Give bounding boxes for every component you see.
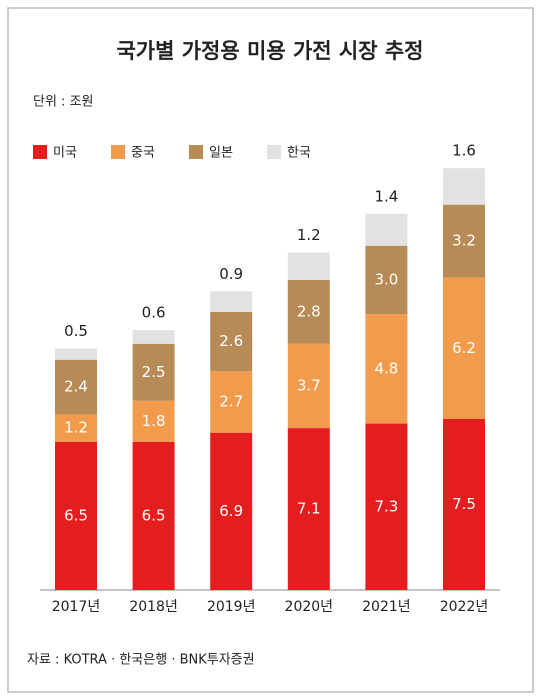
bar-segment bbox=[132, 400, 175, 442]
data-label: 7.1 bbox=[297, 500, 321, 518]
bar-segment bbox=[132, 330, 175, 344]
bar-segment bbox=[132, 343, 175, 401]
legend-swatch bbox=[267, 145, 281, 159]
x-tick-label: 2021년 bbox=[362, 599, 411, 615]
data-label: 6.5 bbox=[64, 506, 88, 524]
data-label: 7.3 bbox=[374, 497, 398, 515]
bar-segment bbox=[287, 279, 330, 344]
subtitle: 단위 : 조원 bbox=[33, 95, 94, 110]
total-label: 1.6 bbox=[452, 142, 476, 160]
bar-segment bbox=[365, 213, 408, 246]
legend-label: 미국 bbox=[53, 146, 77, 161]
bar-segment bbox=[210, 432, 253, 590]
legend-label: 중국 bbox=[131, 146, 155, 161]
bar-segment bbox=[55, 441, 97, 590]
bar-segment bbox=[287, 252, 330, 280]
bar-segment bbox=[365, 245, 408, 315]
data-label: 2.4 bbox=[64, 378, 88, 396]
data-label: 2.6 bbox=[219, 332, 243, 350]
bar-segment bbox=[443, 168, 485, 205]
data-label: 2.8 bbox=[297, 302, 321, 320]
bar-segment bbox=[210, 371, 253, 433]
data-label: 1.2 bbox=[64, 419, 88, 437]
data-label: 6.5 bbox=[142, 506, 166, 524]
legend-label: 한국 bbox=[287, 146, 311, 161]
data-label: 4.8 bbox=[374, 359, 398, 377]
total-label: 1.2 bbox=[297, 226, 321, 244]
bar-segment bbox=[55, 414, 97, 442]
x-tick-label: 2020년 bbox=[285, 599, 334, 615]
x-tick-label: 2017년 bbox=[52, 599, 101, 615]
data-label: 6.9 bbox=[219, 502, 243, 520]
bar-segment bbox=[287, 428, 330, 590]
bar-segment bbox=[210, 291, 253, 312]
legend-swatch bbox=[111, 145, 125, 159]
x-tick-label: 2019년 bbox=[207, 599, 256, 615]
bar-segment bbox=[365, 423, 408, 590]
chart-title: 국가별 가정용 미용 가전 시장 추정 bbox=[116, 39, 423, 63]
bar-segment bbox=[55, 348, 97, 360]
total-label: 0.5 bbox=[64, 322, 88, 340]
data-label: 6.2 bbox=[452, 339, 476, 357]
legend-label: 일본 bbox=[209, 146, 233, 161]
bar-segment bbox=[287, 343, 330, 429]
data-label: 2.7 bbox=[219, 392, 243, 410]
data-label: 3.2 bbox=[452, 232, 476, 250]
x-tick-label: 2018년 bbox=[129, 599, 178, 615]
frame bbox=[7, 7, 534, 693]
data-label: 3.7 bbox=[297, 376, 321, 394]
bar-segment bbox=[55, 359, 97, 415]
data-label: 1.8 bbox=[142, 412, 166, 430]
bar-segment bbox=[443, 204, 485, 278]
data-label: 7.5 bbox=[452, 495, 476, 513]
bar-segment bbox=[132, 441, 175, 590]
total-label: 0.9 bbox=[219, 265, 243, 283]
x-tick-label: 2022년 bbox=[440, 599, 489, 615]
legend-swatch bbox=[33, 145, 47, 159]
bar-segment bbox=[443, 419, 485, 590]
bar-segment bbox=[365, 314, 408, 424]
data-label: 2.5 bbox=[142, 363, 166, 381]
legend-swatch bbox=[189, 145, 203, 159]
source: 자료 : KOTRA · 한국은행 · BNK투자증권 bbox=[27, 652, 255, 668]
total-label: 0.6 bbox=[142, 304, 166, 322]
bar-segment bbox=[443, 277, 485, 419]
total-label: 1.4 bbox=[374, 187, 398, 205]
bar-segment bbox=[210, 311, 253, 372]
data-label: 3.0 bbox=[374, 270, 398, 288]
